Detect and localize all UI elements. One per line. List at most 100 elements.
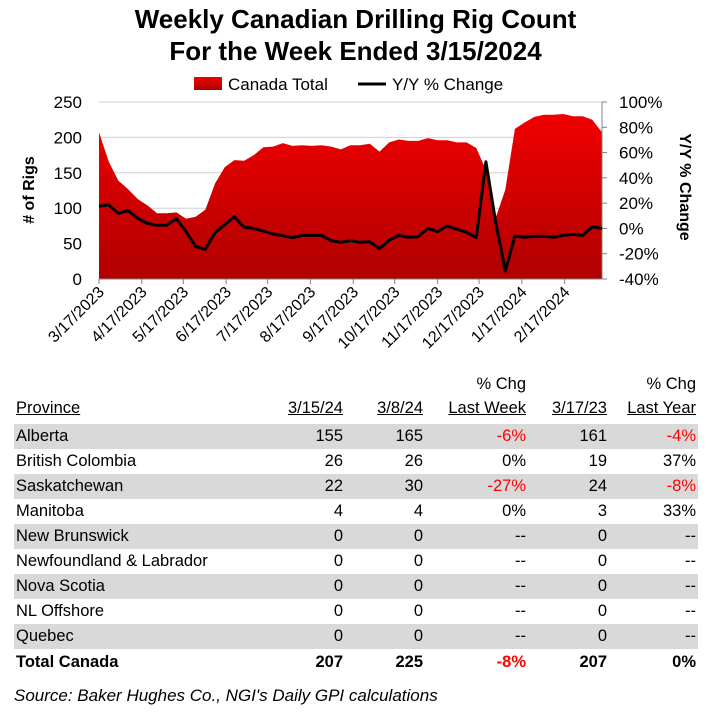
legend-label: Canada Total	[228, 75, 328, 94]
table-cell: 3/8/24	[377, 399, 423, 417]
chart-subtitle: For the Week Ended 3/15/2024	[169, 36, 542, 66]
y-tick-label: 200	[54, 128, 82, 147]
table-cell: --	[685, 552, 696, 570]
table-cell: 0	[597, 602, 607, 620]
table-cell: 0	[597, 627, 607, 645]
y-tick-label: 0	[73, 270, 82, 289]
table-row: Nova Scotia 0 0 -- 0 --	[14, 574, 698, 599]
table-cell: Last Week	[448, 399, 526, 417]
table-cell: -4%	[666, 427, 696, 445]
table-row: British Colombia 26 26 0% 19 37%	[14, 449, 698, 474]
table-cell: 0	[333, 552, 343, 570]
table-cell: 3/17/23	[551, 399, 607, 417]
table-total-row: Total Canada 207 225 -8% 207 0%	[14, 650, 698, 675]
table-cell: 4	[413, 502, 423, 520]
table-cell: --	[685, 627, 696, 645]
y2-tick-label: 20%	[619, 194, 653, 213]
table-cell: Alberta	[16, 427, 69, 445]
area-canada-total	[99, 114, 602, 279]
table-cell: 165	[395, 427, 423, 445]
table-cell: 0	[413, 602, 423, 620]
table-cell: Quebec	[16, 627, 74, 645]
y-tick-label: 50	[63, 235, 82, 254]
table-cell: 0	[333, 627, 343, 645]
table-cell: --	[685, 577, 696, 595]
y2-tick-label: -20%	[619, 245, 659, 264]
table-header: Province 3/15/24 3/8/24 Last Week 3/17/23 Las…	[14, 396, 698, 421]
table-cell: 0%	[502, 502, 526, 520]
table-cell: 0	[333, 602, 343, 620]
table-cell: --	[685, 602, 696, 620]
table-row: NL Offshore 0 0 -- 0 --	[14, 599, 698, 624]
table-cell: 3/15/24	[287, 399, 343, 417]
table-row: Quebec 0 0 -- 0 --	[14, 624, 698, 649]
table-cell: 30	[404, 477, 423, 495]
table-cell: 4	[333, 502, 343, 520]
table-cell: --	[515, 552, 526, 570]
table-cell: --	[515, 527, 526, 545]
table-cell: 3	[597, 502, 607, 520]
table-cell: 161	[579, 427, 607, 445]
source-note: Source: Baker Hughes Co., NGI's Daily GP…	[14, 686, 438, 705]
table-cell: 0	[413, 527, 423, 545]
y2-tick-label: 80%	[619, 118, 653, 137]
legend-label: Y/Y % Change	[392, 75, 503, 94]
table-cell: 33%	[662, 502, 696, 520]
y-tick-label: 150	[54, 164, 82, 183]
y-axis-label: # of Rigs	[21, 156, 38, 224]
table-row: % Chg % Chg	[14, 372, 698, 397]
table-cell: -6%	[496, 427, 526, 445]
table-cell: -8%	[496, 653, 526, 671]
table-cell: 26	[324, 452, 343, 470]
y-tick-label: 250	[54, 93, 82, 112]
table-cell: Saskatchewan	[16, 477, 124, 495]
table-cell: % Chg	[476, 375, 526, 393]
table-cell: --	[515, 627, 526, 645]
table-cell: 0	[413, 552, 423, 570]
table-cell: 0%	[502, 452, 526, 470]
table-cell: British Colombia	[16, 452, 137, 470]
y-tick-label: 100	[54, 199, 82, 218]
table-cell: 0	[597, 552, 607, 570]
table-cell: 37%	[662, 452, 696, 470]
table-cell: Nova Scotia	[16, 577, 105, 595]
table-cell: 26	[404, 452, 423, 470]
table-cell: -8%	[666, 477, 696, 495]
table-row: New Brunswick 0 0 -- 0 --	[14, 524, 698, 549]
table-cell: Province	[16, 399, 81, 417]
table-cell: --	[515, 577, 526, 595]
table-row: Manitoba 4 4 0% 3 33%	[14, 499, 698, 524]
table-cell: 207	[579, 653, 607, 671]
table-cell: Manitoba	[16, 502, 84, 520]
chart-title: Weekly Canadian Drilling Rig Count	[134, 4, 577, 34]
table-cell: 0	[597, 577, 607, 595]
table-cell: % Chg	[646, 375, 696, 393]
table-row: Saskatchewan 22 30 -27% 24 -8%	[14, 474, 698, 499]
table-cell: 0	[413, 627, 423, 645]
table-cell: -27%	[487, 477, 526, 495]
table-cell: 0	[413, 577, 423, 595]
y2-axis-label: Y/Y % Change	[676, 133, 693, 240]
table-cell: 0%	[672, 653, 696, 671]
y2-tick-label: 100%	[619, 93, 662, 112]
table-cell: NL Offshore	[16, 602, 105, 620]
table-cell: 0	[597, 527, 607, 545]
table-cell: Total Canada	[16, 653, 119, 671]
table-cell: 22	[324, 477, 343, 495]
table-cell: 24	[588, 477, 607, 495]
table-cell: 0	[333, 527, 343, 545]
table-row: Newfoundland & Labrador 0 0 -- 0 --	[14, 549, 698, 574]
table-cell: --	[685, 527, 696, 545]
y2-tick-label: 40%	[619, 169, 653, 188]
table-row: Alberta 155 165 -6% 161 -4%	[14, 424, 698, 449]
y2-tick-label: 0%	[619, 219, 644, 238]
y2-tick-label: -40%	[619, 270, 659, 289]
y2-tick-label: 60%	[619, 144, 653, 163]
table-cell: New Brunswick	[16, 527, 129, 545]
table-cell: 155	[315, 427, 343, 445]
table-cell: Last Year	[627, 399, 696, 417]
table-cell: 207	[315, 653, 343, 671]
table-cell: 19	[588, 452, 607, 470]
table-cell: --	[515, 602, 526, 620]
